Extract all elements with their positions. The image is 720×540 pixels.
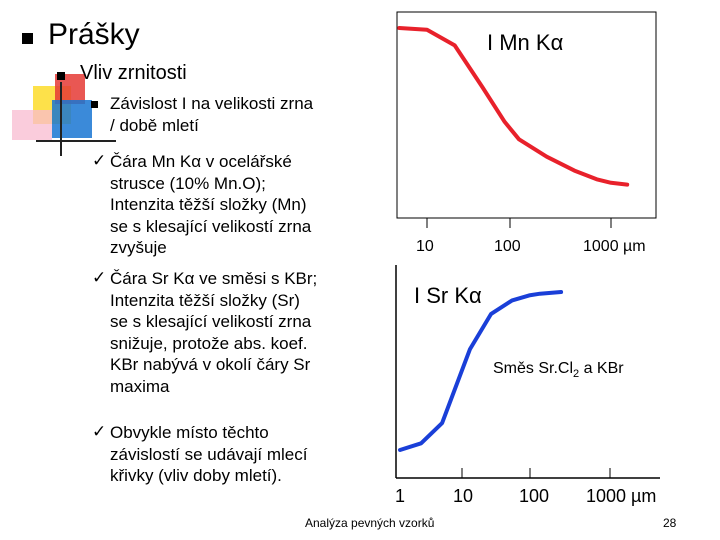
chart-sr-annotation: Směs Sr.Cl2 a KBr [493,360,624,380]
point-bullet-icon [91,101,98,108]
decor-square-pink [12,110,52,140]
decor-hline [36,140,116,142]
annotation-sub: 2 [573,368,580,381]
check-line: se s klesající velikostí zrna [110,216,312,236]
check-item: Čára Sr Kα ve směsi s KBr; Intenzita těž… [110,268,317,397]
chart-sr-tick: 100 [519,486,550,506]
chart-sr-tick: 10 [453,486,474,506]
chart-sr-line [398,290,564,452]
chart-mn-frame [396,11,657,219]
check-line: KBr nabývá v okolí čáry Sr [110,355,311,374]
check-item: Obvykle místo těchto závislostí se udáva… [110,422,307,487]
check-line: Čára Sr Kα ve směsi s KBr; [110,269,318,288]
check-line: Intenzita těžší složky (Mn) [110,195,307,214]
slide-title: Prášky [48,18,140,51]
check-line: Intenzita těžší složky (Sr) [110,290,300,310]
point-line: / době mletí [110,115,199,135]
chart-mn-title: I Mn Kα [487,30,564,55]
check-icon: ✓ [92,422,107,441]
check-line: snižuje, protože abs. koef. [110,333,308,353]
slide-subtitle: Vliv zrnitosti [80,62,187,84]
check-line: závislostí se udávají mlecí [110,444,308,464]
check-item: Čára Mn Kα v ocelářské strusce (10% Mn.O… [110,151,311,259]
title-bullet-icon [22,33,33,44]
check-line: zvyšuje [110,238,167,257]
page-number: 28 [663,516,677,530]
decor-vline [60,82,62,156]
chart-mn-tick: 1000 µm [583,238,646,255]
footer-text: Analýza pevných vzorků [305,516,435,530]
check-line: Čára Mn Kα v ocelářské [110,152,292,171]
check-line: se s klesající velikostí zrna [110,312,312,331]
chart-mn-line [397,26,630,187]
chart-sr-tick: 1 [395,486,406,506]
check-line: Obvykle místo těchto [110,423,269,442]
check-line: maxima [110,376,170,396]
subtitle-bullet-icon [57,72,65,80]
check-icon: ✓ [92,268,107,287]
chart-sr-title: I Sr Kα [414,283,482,308]
chart-mn-tick: 100 [494,238,521,255]
annotation-main: Směs Sr.Cl [493,360,574,377]
check-line: křivky (vliv doby mletí). [110,466,282,485]
point-text: Závislost I na velikosti zrna / době mle… [110,93,313,136]
point-line: Závislost I na velikosti zrna [110,94,314,113]
decor-square-blue [52,100,92,138]
annotation-tail: a KBr [579,360,624,377]
chart-sr-tick: 1000 µm [586,486,657,506]
check-line: strusce (10% Mn.O); [110,173,266,193]
check-icon: ✓ [92,151,107,170]
chart-mn-tick: 10 [416,238,434,255]
